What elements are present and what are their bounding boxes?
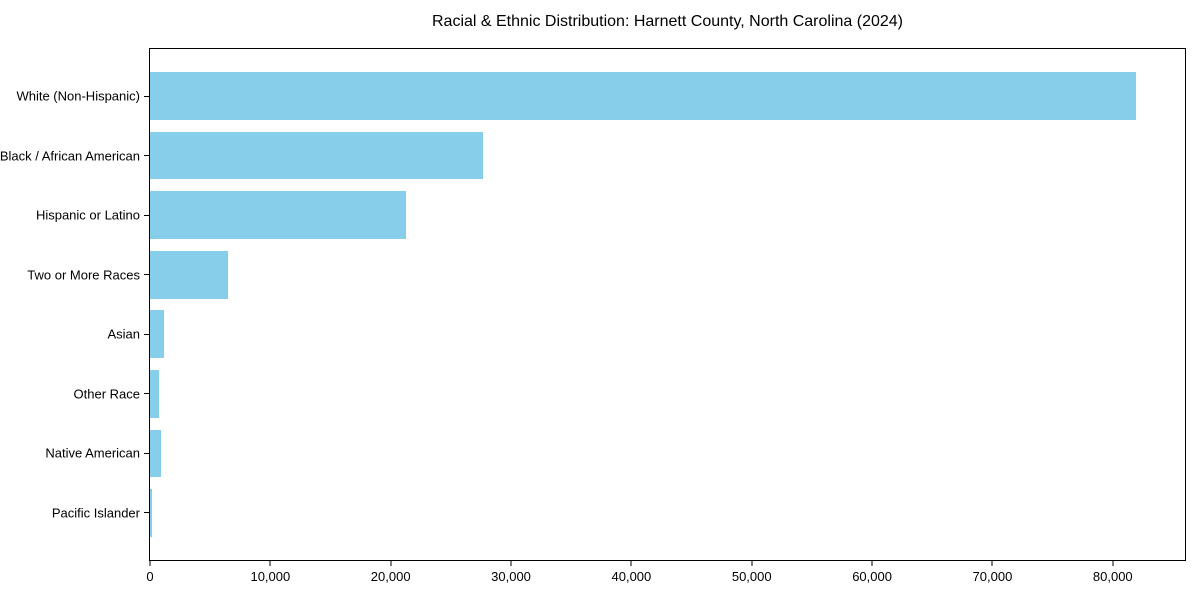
x-tick — [751, 561, 753, 566]
y-tick-label-black-african-american: Black / African American — [0, 148, 140, 164]
bar-asian — [150, 310, 165, 359]
y-tick-label-native-american: Native American — [45, 445, 140, 461]
bar-native-american — [150, 429, 161, 478]
x-tick-label-70000: 70,000 — [972, 569, 1013, 584]
y-tick-label-two-or-more-races: Two or More Races — [27, 267, 140, 283]
x-tick-label-50000: 50,000 — [731, 569, 772, 584]
y-tick-label-hispanic-or-latino: Hispanic or Latino — [35, 207, 140, 223]
bar-hispanic-or-latino — [150, 191, 407, 239]
plot-area: White (Non-Hispanic) Black / African Amer… — [0, 48, 1186, 584]
y-tick-label-white-non-hispanic: White (Non-Hispanic) — [16, 88, 140, 104]
y-tick — [144, 155, 149, 157]
x-tick-label-0: 0 — [146, 569, 154, 584]
y-tick — [144, 452, 149, 454]
x-tick-label-30000: 30,000 — [491, 569, 531, 584]
x-tick — [871, 561, 873, 566]
x-tick — [149, 561, 151, 566]
bar-other-race — [150, 370, 160, 418]
y-tick-label-other-race: Other Race — [73, 386, 140, 402]
y-tick — [144, 214, 149, 216]
x-tick-label-60000: 60,000 — [852, 569, 892, 584]
bar-black-african-american — [150, 131, 484, 180]
x-tick — [390, 561, 392, 566]
y-tick — [144, 95, 149, 97]
chart-title: Racial & Ethnic Distribution: Harnett Co… — [431, 13, 904, 30]
x-tick-label-40000: 40,000 — [611, 569, 652, 584]
y-tick — [144, 512, 149, 514]
bar-pacific-islander — [150, 489, 153, 537]
x-tick-label-80000: 80,000 — [1092, 569, 1133, 584]
y-tick — [144, 393, 149, 395]
x-tick — [269, 561, 271, 566]
x-tick — [510, 561, 512, 566]
y-tick — [144, 333, 149, 335]
y-tick — [144, 274, 149, 276]
x-tick-label-20000: 20,000 — [370, 569, 411, 584]
bar-two-or-more-races — [150, 250, 228, 299]
x-tick — [630, 561, 632, 566]
x-tick — [991, 561, 993, 566]
y-tick-label-asian: Asian — [107, 326, 140, 342]
x-tick-label-10000: 10,000 — [250, 569, 291, 584]
y-tick-label-pacific-islander: Pacific Islander — [51, 505, 140, 521]
x-tick — [1112, 561, 1114, 566]
bar-white-non-hispanic — [150, 72, 1136, 120]
